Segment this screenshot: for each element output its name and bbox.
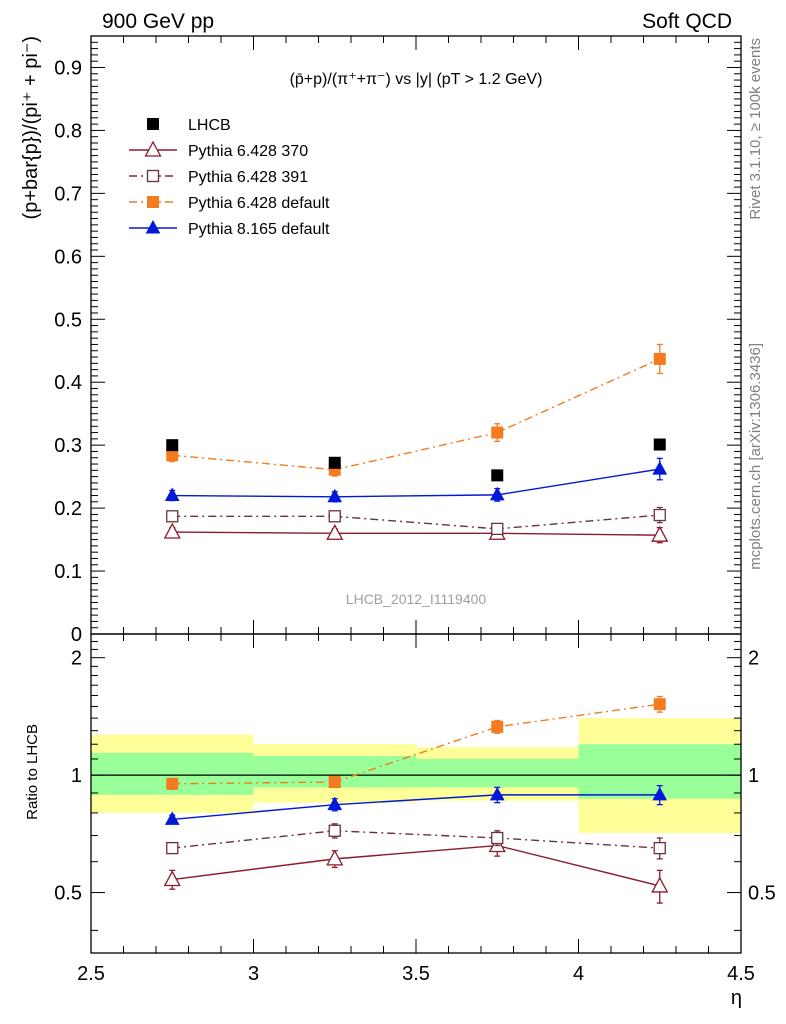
- ratio-point: [651, 876, 669, 893]
- legend-marker: [147, 196, 159, 208]
- legend-label: Pythia 6.428 370: [188, 143, 308, 160]
- data-point: [653, 352, 666, 365]
- legend-marker: [144, 140, 162, 157]
- legend-label: Pythia 8.165 default: [188, 221, 330, 238]
- data-point: [327, 488, 343, 503]
- ratio-line: [172, 794, 660, 821]
- data-point: [491, 522, 504, 536]
- ratio-point: [491, 831, 504, 845]
- y-tick-label: 0.7: [54, 183, 82, 205]
- ratio-y-tick-label: 0.5: [54, 883, 82, 905]
- x-axis-label: η: [731, 987, 742, 1009]
- y-tick-label: 0.5: [54, 309, 82, 331]
- y-tick-label: 0.1: [54, 561, 82, 583]
- series-line: [172, 358, 661, 471]
- axes: 2.5 3 3.5 4 4.5 0.1 0.2 0.3 0.4 0.5 0.6 0.7 0.8 0.9 0 0…: [54, 35, 776, 985]
- ratio-y-axis-label: Ratio to LHCB: [24, 724, 41, 820]
- data-point: [491, 469, 504, 482]
- y-tick-label: 0.6: [54, 246, 82, 268]
- y-tick-label: 0.8: [54, 120, 82, 142]
- series-line: [172, 531, 660, 536]
- header-right: Soft QCD: [642, 10, 732, 33]
- legend-label: Pythia 6.428 391: [188, 169, 308, 186]
- series-pythia-6-428-391: [166, 506, 666, 860]
- legend-label: LHCB: [188, 117, 231, 134]
- series-pythia-6-428-370: [163, 522, 669, 904]
- data-point: [489, 486, 505, 501]
- x-tick-label: 3: [248, 963, 259, 985]
- data-point: [163, 522, 181, 539]
- data-point: [166, 449, 179, 462]
- x-tick-label: 2.5: [77, 963, 105, 985]
- legend-marker: [145, 219, 161, 234]
- data-point: [491, 426, 504, 439]
- x-tick-label: 4: [573, 963, 584, 985]
- x-tick-label: 3.5: [402, 963, 430, 985]
- x-tick-label: 4.5: [727, 963, 755, 985]
- data-point: [166, 510, 179, 523]
- ratio-point: [328, 824, 341, 837]
- ratio-point: [326, 849, 344, 866]
- ratio-y-tick-label: 2: [71, 648, 82, 670]
- data-point: [164, 487, 180, 502]
- series-pythia-6-428-default: [166, 343, 666, 790]
- ratio-point: [653, 841, 666, 855]
- y-tick-label: 0: [71, 624, 82, 646]
- ratio-line: [172, 844, 660, 887]
- ratio-point: [327, 796, 343, 811]
- series-line: [172, 468, 660, 498]
- ratio-y-tick-label-right: 1: [748, 765, 759, 787]
- legend-marker: [147, 118, 159, 130]
- data-point: [328, 456, 341, 469]
- mcplots-source-label: mcplots.cern.ch [arXiv:1306.3436]: [747, 343, 764, 570]
- data-point: [328, 510, 341, 523]
- y-tick-label: 0.9: [54, 57, 82, 79]
- rivet-version-label: Rivet 3.1.10, ≥ 100k events: [747, 38, 764, 220]
- data-marks: [163, 343, 669, 904]
- ratio-point: [328, 776, 341, 789]
- ratio-line: [172, 703, 660, 785]
- y-axis-label: (p+bar{p})/(pi⁺ + pi⁻): [20, 36, 42, 219]
- header-left: 900 GeV pp: [102, 10, 214, 33]
- data-point: [326, 523, 344, 540]
- ratio-point: [653, 698, 666, 711]
- ratio-y-tick-label-right: 0.5: [748, 883, 776, 905]
- series-pythia-8-165-default: [164, 457, 668, 825]
- y-tick-label: 0.4: [54, 372, 82, 394]
- legend-item: LHCB: [147, 117, 231, 134]
- data-point: [653, 508, 666, 522]
- ratio-point: [489, 786, 505, 801]
- analysis-watermark: LHCB_2012_I1119400: [346, 591, 487, 607]
- data-point: [651, 525, 669, 542]
- data-point: [652, 461, 668, 475]
- legend: LHCB Pythia 6.428 370 Pythia 6.428 391 Pyth…: [129, 117, 330, 238]
- data-point: [166, 439, 179, 452]
- ratio-point: [164, 811, 180, 825]
- legend-item: Pythia 6.428 391: [129, 169, 308, 186]
- ratio-y-tick-label-right: 2: [748, 648, 759, 670]
- legend-marker: [146, 169, 160, 183]
- ratio-y-tick-label: 1: [71, 765, 82, 787]
- y-tick-label: 0.3: [54, 435, 82, 457]
- legend-label: Pythia 6.428 default: [188, 195, 330, 212]
- ratio-point: [652, 786, 668, 801]
- legend-item: Pythia 6.428 370: [129, 140, 308, 160]
- data-point: [653, 438, 666, 451]
- ratio-point: [166, 841, 179, 855]
- legend-item: Pythia 8.165 default: [129, 219, 330, 238]
- ratio-point: [166, 777, 179, 790]
- chart-title: (p̄+p)/(π⁺+π⁻) vs |y| (pT > 1.2 GeV): [290, 71, 543, 88]
- ratio-point: [491, 720, 504, 733]
- legend-item: Pythia 6.428 default: [129, 195, 330, 212]
- stat-uncertainty-band: [416, 758, 579, 788]
- series-lhcb: [166, 438, 666, 482]
- ratio-point: [163, 870, 181, 887]
- y-tick-label: 0.2: [54, 498, 82, 520]
